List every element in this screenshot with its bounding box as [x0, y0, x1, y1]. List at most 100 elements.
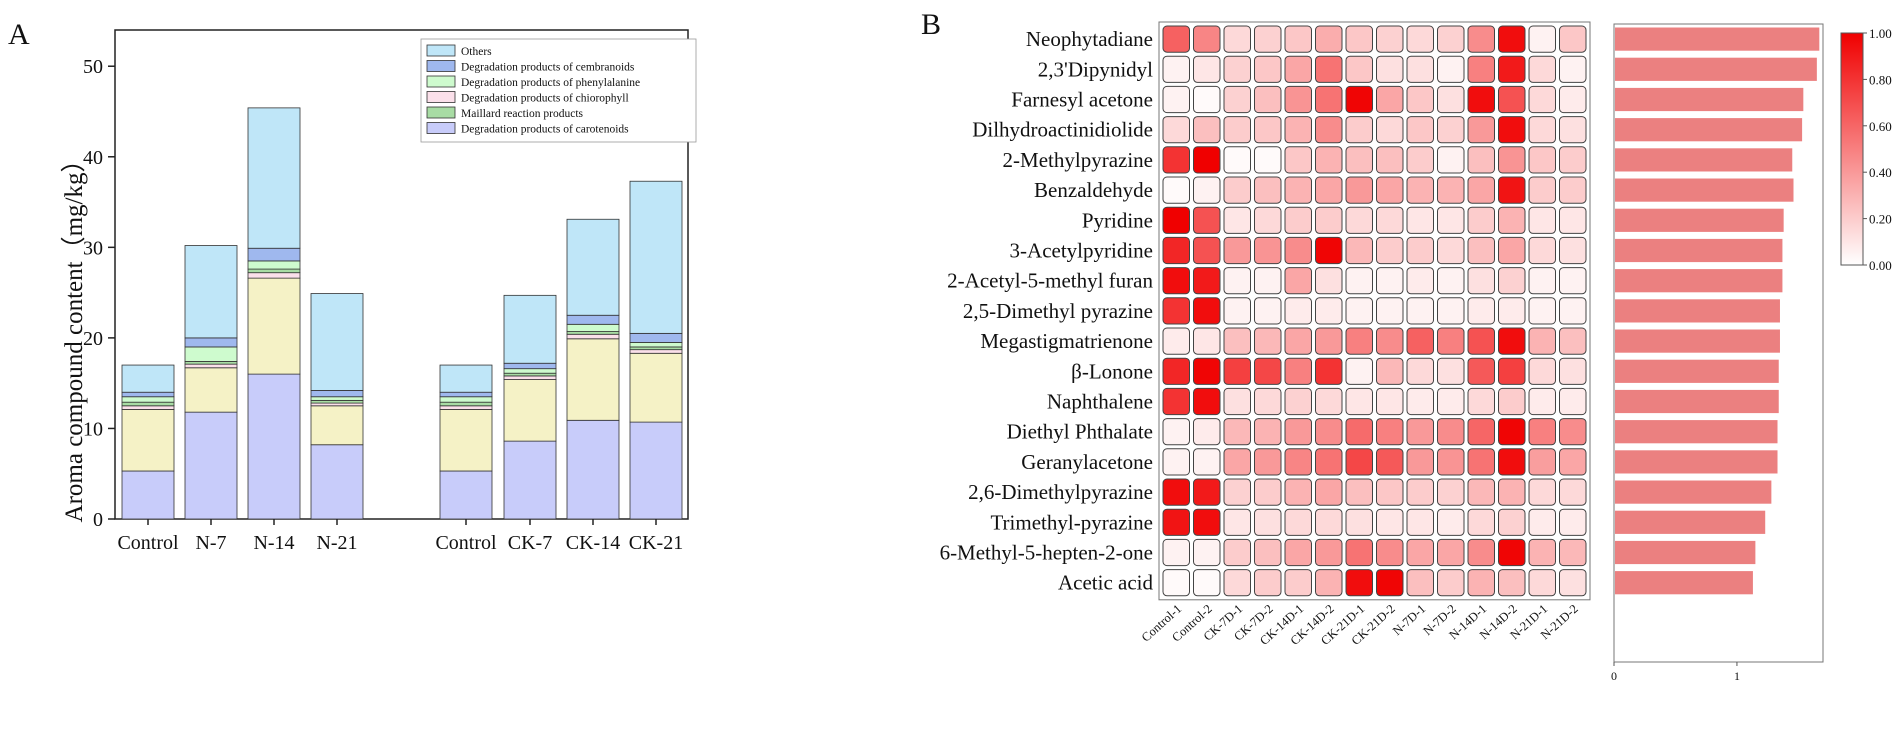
bar-segment [566, 419, 620, 520]
heatmap-cell [1467, 116, 1495, 144]
bar-segment [566, 338, 620, 421]
heatmap-cell [1467, 387, 1495, 416]
heatmap-cell [1315, 569, 1343, 597]
heatmap-cell [1498, 85, 1526, 114]
stacked-bar-chart: 0 10 20 30 40 50 Control N-7 N-14 N-21 Control CK-7… [83, 29, 689, 554]
y-tick-label: 40 [83, 147, 103, 169]
heatmap-cell [1284, 85, 1312, 114]
heatmap-cell [1254, 116, 1282, 144]
heatmap-cell [1254, 297, 1282, 325]
colorbar-tick-label: 0.20 [1869, 212, 1892, 227]
heatmap-cell [1498, 357, 1526, 385]
heatmap-cell [1467, 297, 1495, 325]
heatmap-cell [1345, 478, 1373, 506]
heatmap-cell [1528, 448, 1556, 476]
heatmap-cell [1528, 55, 1556, 83]
heatmap-cell [1162, 146, 1190, 174]
legend-label: Degradation products of chiorophyll [461, 93, 629, 105]
bar-segment [121, 405, 175, 410]
bar-segment [247, 107, 301, 249]
heatmap-cell [1345, 357, 1373, 385]
heatmap-cell [1315, 55, 1343, 83]
bar-segment [121, 470, 175, 520]
bar-segment [503, 372, 557, 377]
heatmap-cell [1437, 55, 1465, 83]
heatmap-cell [1528, 387, 1556, 416]
heatmap-cell [1223, 236, 1251, 265]
heatmap-row-label: 6-Methyl-5-hepten-2-one [940, 541, 1153, 565]
bar-segment [310, 399, 364, 404]
colorbar-tick-label: 0.40 [1869, 165, 1892, 180]
heatmap-cell [1193, 267, 1221, 295]
heatmap-cell [1254, 236, 1282, 265]
heatmap-cell [1437, 327, 1465, 355]
heatmap-cell [1162, 116, 1190, 144]
heatmap-cell [1284, 267, 1312, 295]
heatmap-cell [1345, 418, 1373, 446]
bar-segment [503, 294, 557, 364]
heatmap-cell [1345, 25, 1373, 53]
heatmap-cell [1437, 267, 1465, 295]
heatmap-cell [1406, 387, 1434, 416]
heatmap-cell [1528, 206, 1556, 234]
heatmap-cell [1467, 176, 1495, 204]
heatmap-cell [1315, 146, 1343, 174]
legend-frame [420, 38, 697, 143]
heatmap-cell [1498, 297, 1526, 325]
heatmap-cell [1315, 538, 1343, 567]
bar-segment [247, 272, 301, 279]
bar-segment [247, 260, 301, 270]
hbar [1615, 57, 1817, 81]
heatmap-cell [1315, 478, 1343, 506]
hbar [1615, 329, 1780, 353]
heatmap-cell [1406, 418, 1434, 446]
heatmap-cell [1223, 55, 1251, 83]
heatmap-cell [1345, 448, 1373, 476]
heatmap-cell [1193, 85, 1221, 114]
heatmap-cell [1223, 327, 1251, 355]
heatmap-cell [1376, 387, 1404, 416]
bar-segment [310, 405, 364, 446]
bar-segment [121, 409, 175, 472]
heatmap-column-label: N-7D-1 [1390, 602, 1428, 638]
hbar [1615, 450, 1778, 474]
heatmap-cell [1345, 387, 1373, 416]
heatmap-cell [1406, 55, 1434, 83]
heatmap-cell [1498, 538, 1526, 567]
bar-segment [310, 444, 364, 520]
legend-swatch [426, 75, 456, 88]
hbar [1615, 238, 1783, 263]
hbar [1615, 359, 1779, 383]
heatmap-cell [1498, 176, 1526, 204]
heatmap-cell [1162, 236, 1190, 265]
bar-segment [184, 337, 238, 348]
heatmap-cell [1528, 267, 1556, 295]
heatmap-cell [1376, 297, 1404, 325]
bar-segment [629, 349, 683, 354]
heatmap-row-label: 2,5-Dimethyl pyrazine [963, 299, 1153, 323]
heatmap-cell [1254, 55, 1282, 83]
heatmap-cell [1498, 478, 1526, 506]
heatmap-cell [1193, 418, 1221, 446]
heatmap-cell [1193, 206, 1221, 234]
bar-segment [503, 440, 557, 520]
heatmap-row-label: 2-Acetyl-5-methyl furan [947, 269, 1153, 293]
bar-segment [566, 323, 620, 332]
heatmap-cell [1559, 538, 1587, 567]
heatmap-cell [1528, 176, 1556, 204]
heatmap-cell [1223, 176, 1251, 204]
heatmap-row-label: Geranylacetone [1021, 450, 1153, 474]
heatmap-cell [1315, 508, 1343, 536]
heatmap-cell [1284, 387, 1312, 416]
heatmap-cell [1284, 448, 1312, 476]
heatmap-row-label: 2,6-Dimethylpyrazine [968, 480, 1153, 504]
heatmap-cell [1162, 327, 1190, 355]
heatmap-cell [1254, 267, 1282, 295]
heatmap-cell [1376, 176, 1404, 204]
heatmap-cell [1528, 538, 1556, 567]
hbar-x-tick-label: 1 [1734, 669, 1740, 683]
heatmap-cell [1559, 569, 1587, 597]
colorbar-tick-label: 0.00 [1869, 258, 1892, 273]
heatmap-cell [1559, 357, 1587, 385]
